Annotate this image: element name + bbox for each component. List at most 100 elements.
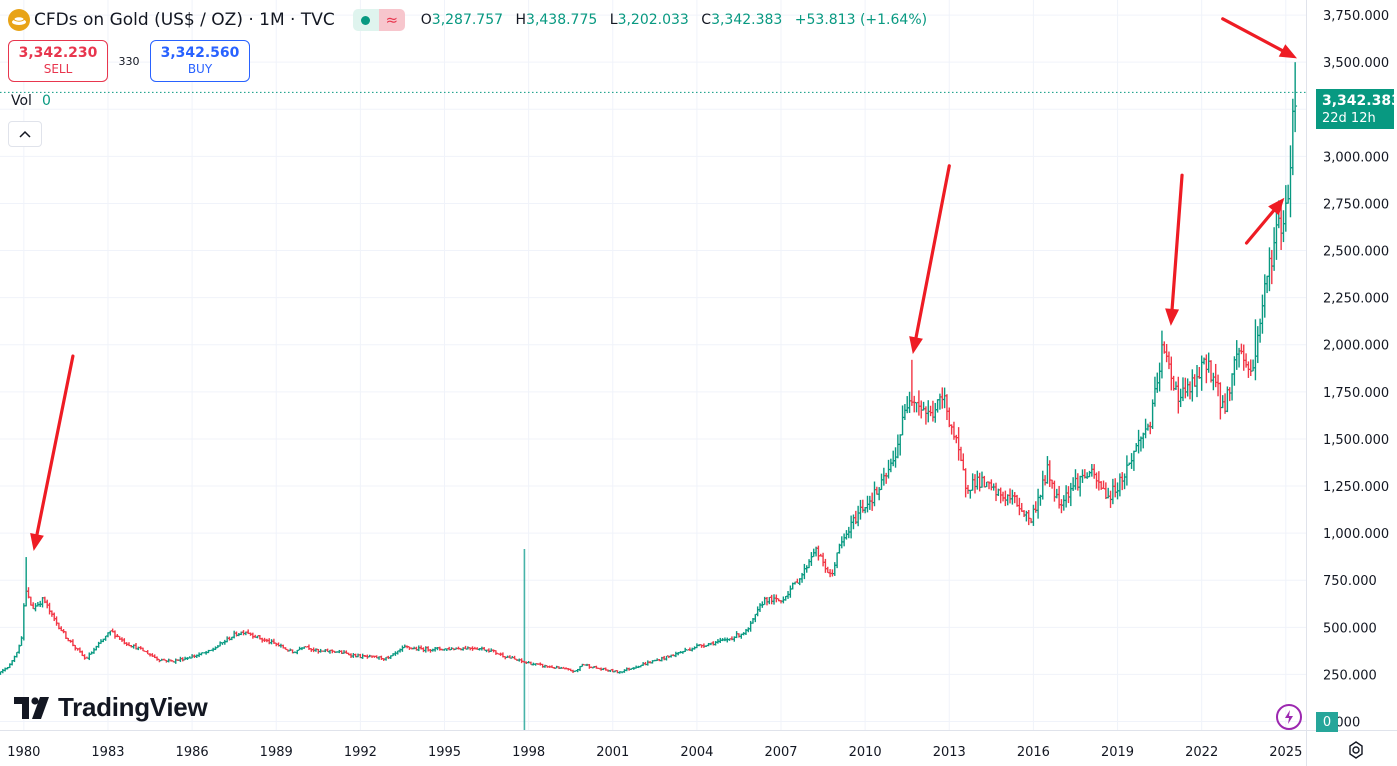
- ohlc-open-tick: [828, 572, 830, 574]
- ohlc-open-tick: [1094, 473, 1096, 476]
- ohlc-open-tick: [28, 596, 31, 598]
- ohlc-bar: [319, 648, 322, 653]
- ohlc-open-tick: [886, 475, 888, 477]
- ohlc-open-tick: [1202, 361, 1204, 364]
- ohlc-open-tick: [290, 649, 292, 651]
- ohlc-bar: [67, 637, 69, 642]
- ohlc-bar: [731, 636, 733, 641]
- buy-button[interactable]: 3,342.560 BUY: [150, 40, 250, 82]
- ohlc-open-tick: [536, 663, 538, 665]
- ohlc-open-tick: [1015, 495, 1017, 497]
- ohlc-bar: [836, 552, 838, 569]
- ohlc-bar: [1149, 421, 1151, 435]
- ohlc-bar: [616, 670, 619, 674]
- ohlc-bar: [777, 598, 780, 602]
- ohlc-open-tick: [187, 657, 190, 659]
- ohlc-open-tick: [917, 401, 919, 404]
- ohlc-open-tick: [888, 468, 891, 471]
- ohlc-open-tick: [367, 656, 370, 658]
- volume-legend[interactable]: Vol 0: [11, 93, 51, 109]
- time-axis[interactable]: 1980 1983 1986 1989 1992 1995 1998 2001 2004 2007…: [7, 745, 1302, 760]
- ohlc-open-tick: [772, 600, 774, 602]
- ohlc-open-tick: [1066, 492, 1068, 494]
- ohlc-bar: [1102, 480, 1105, 489]
- ohlc-open-tick: [428, 649, 430, 651]
- ohlc-open-tick: [685, 649, 687, 651]
- symbol-title[interactable]: CFDs on Gold (US$ / OZ) · 1M · TVC: [34, 10, 335, 30]
- time-tick-label: 2019: [1101, 745, 1134, 760]
- ohlc-open-tick: [980, 486, 982, 488]
- ohlc-bar: [628, 667, 630, 671]
- ohlc-open-tick: [952, 426, 954, 428]
- ohlc-open-tick: [1050, 479, 1052, 481]
- market-status-pill[interactable]: ≈: [352, 9, 405, 31]
- ohlc-open-tick: [281, 644, 283, 647]
- ohlc-bar: [1109, 490, 1112, 508]
- tradingview-logo[interactable]: TradingView: [14, 692, 208, 723]
- ohlc-open-tick: [853, 517, 856, 519]
- ohlc-bar: [1287, 184, 1289, 204]
- ohlc-bar: [647, 660, 649, 666]
- ohlc-bar: [1243, 344, 1245, 371]
- ohlc-bar: [1170, 356, 1172, 391]
- volume-label: Vol: [11, 93, 32, 109]
- ohlc-open-tick: [421, 648, 423, 650]
- ohlc-bar: [745, 628, 747, 636]
- ohlc-open-tick: [482, 647, 484, 649]
- ohlc-open-tick: [337, 651, 339, 653]
- ohlc-open-tick: [1134, 450, 1136, 453]
- ohlc-open-tick: [117, 635, 119, 637]
- price-tick-label: 3,000.000: [1323, 150, 1389, 165]
- price-axis[interactable]: 0.000250.000500.000750.0001,000.0001,250…: [1323, 9, 1389, 730]
- ohlc-open-tick: [762, 604, 764, 606]
- ohlc-open-tick: [372, 655, 374, 657]
- ohlc-bar: [317, 648, 319, 654]
- ohlc-bar: [789, 585, 792, 598]
- ohlc-open-tick: [949, 424, 951, 426]
- ohlc-open-tick: [744, 632, 746, 635]
- ohlc-bar: [1079, 475, 1081, 497]
- ohlc-bar: [806, 565, 808, 573]
- ohlc-bar: [1123, 473, 1126, 490]
- ohlc-bar: [672, 654, 675, 657]
- price-tick-label: 750.000: [1323, 574, 1377, 589]
- ohlc-bar: [228, 636, 231, 641]
- ohlc-bar: [831, 569, 834, 577]
- price-tick-label: 1,750.000: [1323, 386, 1389, 401]
- ohlc-bar: [532, 662, 534, 666]
- ohlc-bar: [754, 614, 757, 623]
- ohlc-bar: [1214, 363, 1217, 388]
- ohlc-open-tick: [1244, 359, 1246, 361]
- ohlc-bar: [591, 666, 593, 669]
- ohlc-open-tick: [129, 645, 131, 647]
- collapse-legend-button[interactable]: [8, 121, 42, 147]
- ohlc-bar: [266, 638, 268, 643]
- ohlc-bar: [1086, 472, 1088, 479]
- time-tick-label: 2016: [1017, 745, 1050, 760]
- ohlc-bar: [787, 591, 789, 599]
- ohlc-bar: [927, 400, 929, 423]
- ohlc-bar: [504, 656, 506, 660]
- ohlc-bar: [394, 651, 397, 656]
- ohlc-open-tick: [622, 671, 624, 673]
- ohlc-bar: [261, 637, 263, 643]
- settings-gear-icon[interactable]: [1346, 740, 1366, 760]
- ohlc-bar: [18, 644, 20, 654]
- ohlc-bar: [359, 653, 362, 659]
- lightning-icon[interactable]: [1276, 704, 1302, 730]
- ohlc-bar: [207, 649, 210, 654]
- ohlc-bar: [485, 649, 488, 653]
- ohlc-bar: [918, 390, 920, 416]
- sell-button[interactable]: 3,342.230 SELL: [8, 40, 108, 82]
- ohlc-bar: [111, 628, 114, 633]
- ohlc-open-tick: [400, 649, 402, 651]
- ohlc-open-tick: [987, 481, 989, 483]
- ohlc-open-tick: [1206, 368, 1208, 371]
- ohlc-open-tick: [360, 657, 362, 659]
- ohlc-open-tick: [758, 609, 760, 611]
- ohlc-bar: [1060, 499, 1063, 514]
- ohlc-bar: [815, 546, 817, 557]
- ohlc-open-tick: [1115, 491, 1117, 493]
- time-tick-label: 1983: [91, 745, 124, 760]
